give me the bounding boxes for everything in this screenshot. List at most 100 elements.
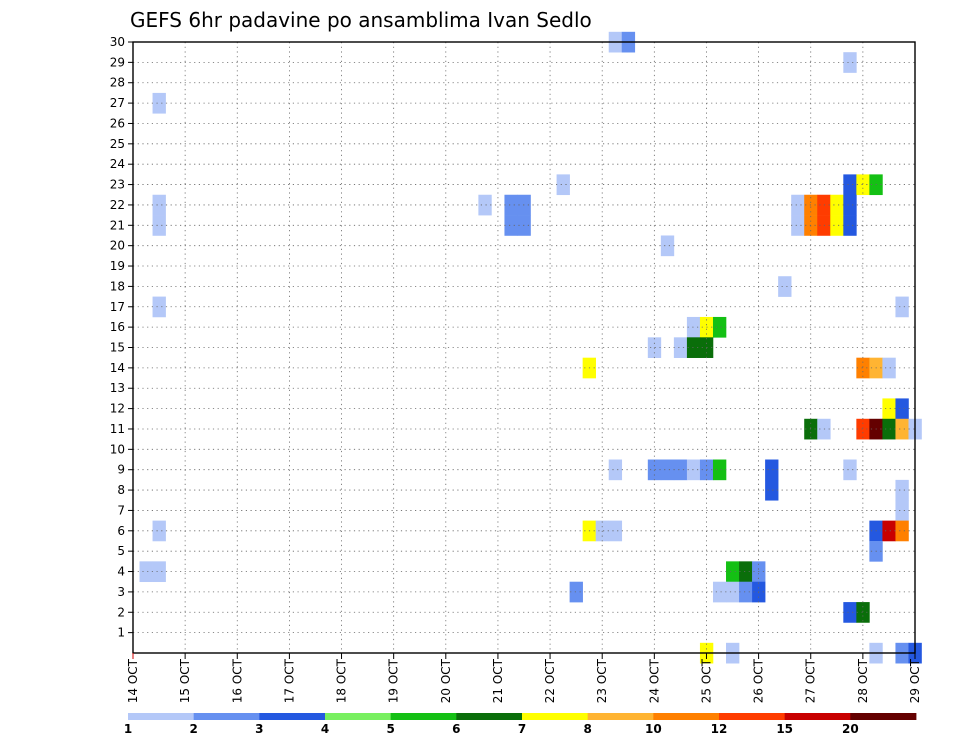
heat-cell xyxy=(608,520,623,542)
y-tick-label: 23 xyxy=(110,178,125,192)
heat-cell xyxy=(856,174,870,196)
x-tick-label: 24 OCT xyxy=(647,658,661,703)
colorbar-swatch xyxy=(193,713,260,720)
colorbar-label: 4 xyxy=(321,722,329,736)
heat-cell xyxy=(856,357,870,379)
heat-cell xyxy=(569,581,583,603)
y-tick-label: 8 xyxy=(117,483,125,497)
heat-cell xyxy=(660,459,675,481)
heat-cell xyxy=(882,357,896,379)
heat-cell xyxy=(739,561,753,583)
x-tick-label: 21 OCT xyxy=(491,658,505,703)
y-tick-label: 4 xyxy=(117,565,125,579)
heat-cell xyxy=(791,194,805,216)
colorbar-label: 15 xyxy=(776,722,793,736)
cells-layer xyxy=(139,31,922,664)
heat-cell xyxy=(712,316,727,338)
y-tick-label: 7 xyxy=(117,503,125,517)
heat-cell xyxy=(895,500,909,521)
heat-cell xyxy=(778,276,792,297)
heat-cell xyxy=(686,459,701,481)
colorbar: 1 2 3 4 5 6 7 8 10 12 15 20 xyxy=(124,713,917,736)
heat-cell xyxy=(895,296,909,318)
colorbar-swatch xyxy=(522,713,589,720)
colorbar-label: 20 xyxy=(842,722,859,736)
colorbar-swatch xyxy=(850,713,917,720)
y-tick-label: 19 xyxy=(110,259,125,273)
x-axis: 14 OCT 15 OCT 16 OCT 17 OCT 18 OCT 19 OCT 20 O… xyxy=(126,653,922,703)
heat-cell xyxy=(843,174,857,196)
y-tick-label: 13 xyxy=(110,381,125,395)
colorbar-label: 5 xyxy=(386,722,394,736)
heat-cell xyxy=(895,479,909,501)
y-tick-label: 16 xyxy=(110,320,125,334)
x-tick-label: 17 OCT xyxy=(282,658,296,703)
heat-cell xyxy=(686,337,701,358)
y-tick-label: 11 xyxy=(110,422,125,436)
x-tick-label: 23 OCT xyxy=(595,658,609,703)
heat-cell xyxy=(152,520,166,542)
y-tick-label: 27 xyxy=(110,96,125,110)
heat-cell xyxy=(856,602,870,623)
colorbar-swatch xyxy=(587,713,654,720)
y-tick-label: 29 xyxy=(110,55,125,69)
y-tick-label: 17 xyxy=(110,300,125,314)
y-tick-label: 25 xyxy=(110,137,125,151)
heat-cell xyxy=(712,581,727,603)
heat-cell xyxy=(895,398,909,420)
heat-cell xyxy=(765,479,779,501)
heat-cell xyxy=(673,459,688,481)
colorbar-swatch xyxy=(653,713,720,720)
colorbar-swatch xyxy=(325,713,392,720)
y-tick-label: 20 xyxy=(110,239,125,253)
heat-cell xyxy=(882,520,896,542)
x-tick-label: 20 OCT xyxy=(439,658,453,703)
heat-cell xyxy=(726,561,740,583)
colorbar-swatch xyxy=(719,713,786,720)
heat-cell xyxy=(882,418,896,440)
colorbar-swatch xyxy=(390,713,457,720)
y-tick-label: 15 xyxy=(110,341,125,355)
heat-cell xyxy=(478,194,492,216)
heat-cell xyxy=(504,194,518,216)
heat-cell xyxy=(856,418,870,440)
colorbar-swatch xyxy=(259,713,326,720)
x-tick-label: 27 OCT xyxy=(804,658,818,703)
heat-cell xyxy=(139,561,153,583)
y-tick-label: 21 xyxy=(110,218,125,232)
y-tick-label: 2 xyxy=(117,605,125,619)
colorbar-label: 3 xyxy=(255,722,263,736)
colorbar-label: 10 xyxy=(645,722,662,736)
heat-cell xyxy=(895,520,909,542)
y-tick-label: 28 xyxy=(110,76,125,90)
heat-cell xyxy=(152,561,166,583)
colorbar-label: 6 xyxy=(452,722,460,736)
heat-cell xyxy=(726,581,740,603)
y-tick-label: 1 xyxy=(117,626,125,640)
heat-cell xyxy=(152,296,166,318)
y-tick-label: 30 xyxy=(110,35,125,49)
heat-cell xyxy=(673,337,688,358)
heat-cell xyxy=(843,194,857,216)
heat-cell xyxy=(830,215,844,236)
heat-cell xyxy=(152,194,166,216)
colorbar-label: 2 xyxy=(189,722,197,736)
heat-cell xyxy=(504,215,518,236)
heat-cell xyxy=(765,459,779,481)
x-tick-label: 16 OCT xyxy=(230,658,244,703)
x-tick-label: 29 OCT xyxy=(908,658,922,703)
grid-layer xyxy=(133,41,915,653)
y-tick-label: 22 xyxy=(110,198,125,212)
y-tick-label: 26 xyxy=(110,116,125,130)
heat-cell xyxy=(152,215,166,236)
colorbar-swatch xyxy=(128,713,195,720)
y-tick-label: 9 xyxy=(117,463,125,477)
chart-title: GEFS 6hr padavine po ansamblima Ivan Sed… xyxy=(130,8,592,32)
colorbar-swatch xyxy=(784,713,851,720)
heat-cell xyxy=(556,174,570,196)
y-tick-label: 5 xyxy=(117,544,125,558)
heat-cell xyxy=(830,194,844,216)
x-tick-label: 28 OCT xyxy=(856,658,870,703)
x-tick-label: 19 OCT xyxy=(387,658,401,703)
heat-cell xyxy=(686,316,701,338)
